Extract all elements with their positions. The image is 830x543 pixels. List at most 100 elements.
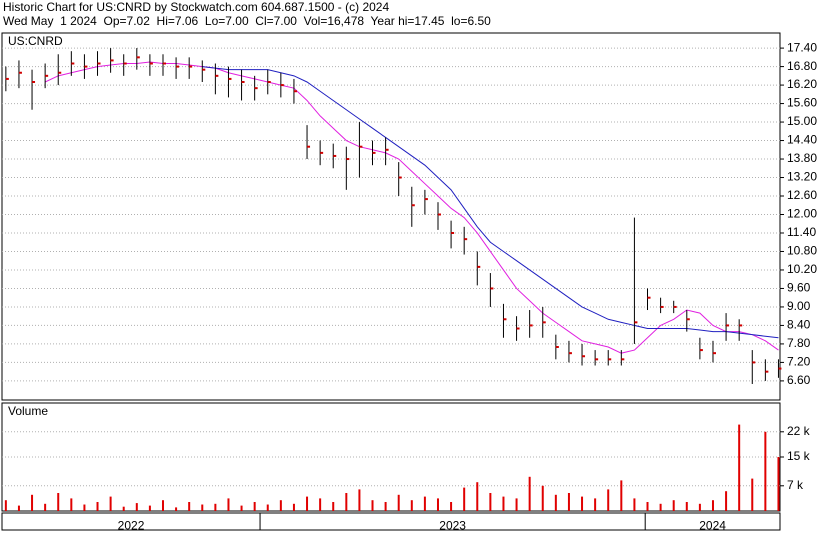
close-mark xyxy=(490,287,494,290)
volume-bar xyxy=(135,503,138,511)
volume-bar xyxy=(502,496,505,511)
close-mark xyxy=(189,65,193,68)
volume-bar xyxy=(607,489,610,511)
close-mark xyxy=(346,158,350,161)
close-mark xyxy=(516,327,520,330)
volume-bar xyxy=(476,482,479,511)
volume-bar xyxy=(31,494,34,511)
volume-bar xyxy=(17,505,20,511)
volume-bar xyxy=(109,496,112,511)
volume-bar xyxy=(332,502,335,511)
volume-bar xyxy=(397,494,400,511)
close-mark xyxy=(621,358,625,361)
panel-title: US:CNRD xyxy=(8,34,63,48)
close-mark xyxy=(215,74,219,77)
header-line: Wed May 1 2024 Op=7.02 Hi=7.06 Lo=7.00 C… xyxy=(3,14,491,28)
volume-bar xyxy=(306,496,309,511)
volume-bar xyxy=(646,502,649,511)
close-mark xyxy=(503,318,507,321)
close-mark xyxy=(778,367,782,370)
close-mark xyxy=(647,296,651,299)
close-mark xyxy=(267,80,271,83)
volume-bar xyxy=(581,496,584,511)
close-mark xyxy=(451,231,455,234)
volume-bar xyxy=(698,503,701,511)
volume-bar xyxy=(292,503,295,511)
y-tick-label: 11.40 xyxy=(787,225,816,239)
volume-bar xyxy=(266,504,269,511)
volume-bar xyxy=(594,498,597,511)
volume-bar xyxy=(44,503,47,511)
volume-bar xyxy=(279,500,282,511)
close-mark xyxy=(582,355,586,358)
close-mark xyxy=(254,87,258,90)
y-tick-label: 12.60 xyxy=(787,188,817,202)
close-mark xyxy=(84,65,88,68)
close-mark xyxy=(726,324,730,327)
volume-bar xyxy=(672,500,675,511)
close-mark xyxy=(555,345,559,348)
x-tick-label: 2023 xyxy=(439,519,466,533)
volume-bar xyxy=(541,485,544,511)
volume-bar xyxy=(528,476,531,511)
close-mark xyxy=(110,59,114,62)
volume-bar xyxy=(777,457,780,511)
close-mark xyxy=(18,71,22,74)
close-mark xyxy=(280,84,284,87)
close-mark xyxy=(411,204,415,207)
volume-bar xyxy=(436,498,439,511)
close-mark xyxy=(424,198,428,201)
volume-bar xyxy=(685,502,688,511)
y-tick-label: 7.80 xyxy=(787,336,811,350)
close-mark xyxy=(162,62,166,65)
close-mark xyxy=(752,361,756,364)
close-mark xyxy=(241,80,245,83)
x-axis-strip xyxy=(1,512,781,531)
volume-bar xyxy=(214,503,217,511)
y-tick-label: 17.40 xyxy=(787,40,817,54)
y-tick-label: 15 k xyxy=(787,449,811,463)
x-tick-label: 2024 xyxy=(699,519,726,533)
volume-bar xyxy=(345,493,348,511)
close-mark xyxy=(136,56,140,59)
volume-bar xyxy=(4,500,7,511)
volume-bar xyxy=(70,498,73,511)
volume-bar xyxy=(201,504,204,511)
close-mark xyxy=(765,370,769,373)
close-mark xyxy=(320,151,324,154)
y-tick-label: 22 k xyxy=(787,424,811,438)
volume-bar xyxy=(554,494,557,511)
close-mark xyxy=(712,352,716,355)
volume-bar xyxy=(384,502,387,511)
y-tick-label: 9.00 xyxy=(787,299,811,313)
close-mark xyxy=(385,148,389,151)
close-mark xyxy=(398,176,402,179)
close-mark xyxy=(149,62,153,65)
volume-bar xyxy=(57,493,60,511)
volume-bar xyxy=(633,498,636,511)
close-mark xyxy=(58,71,62,74)
volume-bar xyxy=(738,424,741,511)
volume-bar xyxy=(711,500,714,511)
y-tick-label: 10.20 xyxy=(787,262,817,276)
close-mark xyxy=(176,65,180,68)
volume-bar xyxy=(83,504,86,511)
close-mark xyxy=(123,62,127,65)
close-mark xyxy=(529,324,533,327)
panel-title: Volume xyxy=(8,404,48,418)
close-mark xyxy=(5,77,9,80)
y-tick-label: 14.40 xyxy=(787,133,817,147)
panel xyxy=(1,402,781,512)
volume-bar xyxy=(751,478,754,511)
y-tick-label: 6.60 xyxy=(787,373,811,387)
volume-bar xyxy=(450,502,453,511)
volume-bar xyxy=(463,487,466,511)
close-mark xyxy=(202,68,206,71)
close-mark xyxy=(568,352,572,355)
close-mark xyxy=(673,305,677,308)
volume-bar xyxy=(96,502,99,511)
close-mark xyxy=(477,265,481,268)
moving-average xyxy=(202,66,779,339)
close-mark xyxy=(333,154,337,157)
